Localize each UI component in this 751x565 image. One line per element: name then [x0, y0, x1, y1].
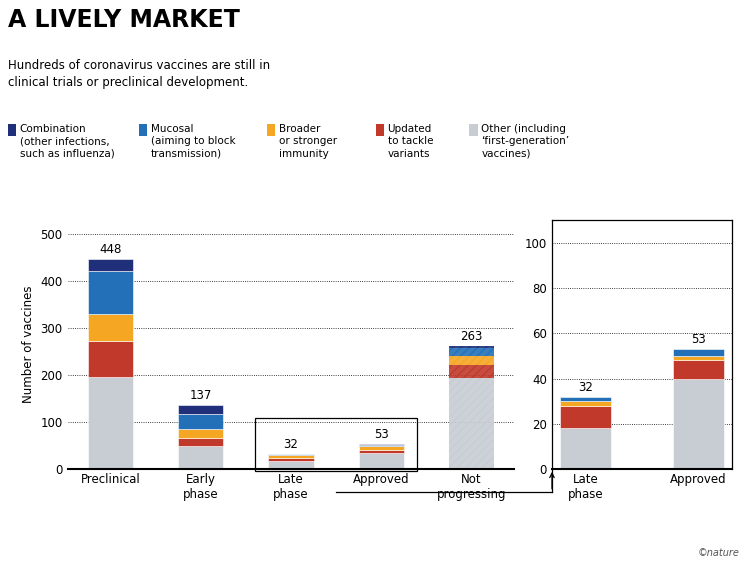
Text: 53: 53 [374, 428, 389, 441]
Bar [178, 429, 223, 438]
Bar [673, 379, 724, 469]
Y-axis label: Number of vaccines: Number of vaccines [22, 286, 35, 403]
Bar [268, 454, 314, 455]
Bar [88, 377, 133, 469]
Bar [560, 406, 611, 428]
Bar [88, 341, 133, 377]
Bar [359, 445, 404, 446]
Text: A LIVELY MARKET: A LIVELY MARKET [8, 8, 240, 32]
Bar [449, 379, 494, 469]
Bar [673, 360, 724, 379]
Bar [449, 348, 494, 356]
Bar [268, 455, 314, 458]
Bar [268, 458, 314, 461]
Bar [88, 259, 133, 271]
Bar [560, 397, 611, 401]
Bar [255, 418, 418, 471]
Bar [449, 346, 494, 348]
Bar [359, 446, 404, 450]
Bar [449, 356, 494, 366]
Bar [178, 438, 223, 446]
Bar [88, 271, 133, 314]
Bar [178, 414, 223, 429]
Bar [359, 453, 404, 469]
Text: Hundreds of coronavirus vaccines are still in
clinical trials or preclinical dev: Hundreds of coronavirus vaccines are sti… [8, 59, 270, 89]
Text: 448: 448 [99, 243, 122, 256]
Bar [178, 446, 223, 469]
Bar [673, 356, 724, 360]
Text: Broader
or stronger
immunity: Broader or stronger immunity [279, 124, 336, 159]
Bar [673, 349, 724, 356]
Bar [268, 461, 314, 469]
Text: ©nature: ©nature [698, 548, 740, 558]
Text: 32: 32 [578, 381, 593, 394]
Bar [88, 314, 133, 341]
Text: 263: 263 [460, 329, 483, 342]
Text: Other (including
‘first-generation’
vaccines): Other (including ‘first-generation’ vacc… [481, 124, 569, 159]
Text: Updated
to tackle
variants: Updated to tackle variants [388, 124, 433, 159]
Text: Combination
(other infections,
such as influenza): Combination (other infections, such as i… [20, 124, 114, 159]
Text: Mucosal
(aiming to block
transmission): Mucosal (aiming to block transmission) [151, 124, 236, 159]
Bar [560, 401, 611, 406]
Text: 53: 53 [691, 333, 706, 346]
Text: 137: 137 [189, 389, 212, 402]
Bar [359, 450, 404, 453]
Bar [178, 405, 223, 414]
Bar [449, 366, 494, 379]
Bar [560, 428, 611, 469]
Text: 32: 32 [284, 438, 298, 451]
